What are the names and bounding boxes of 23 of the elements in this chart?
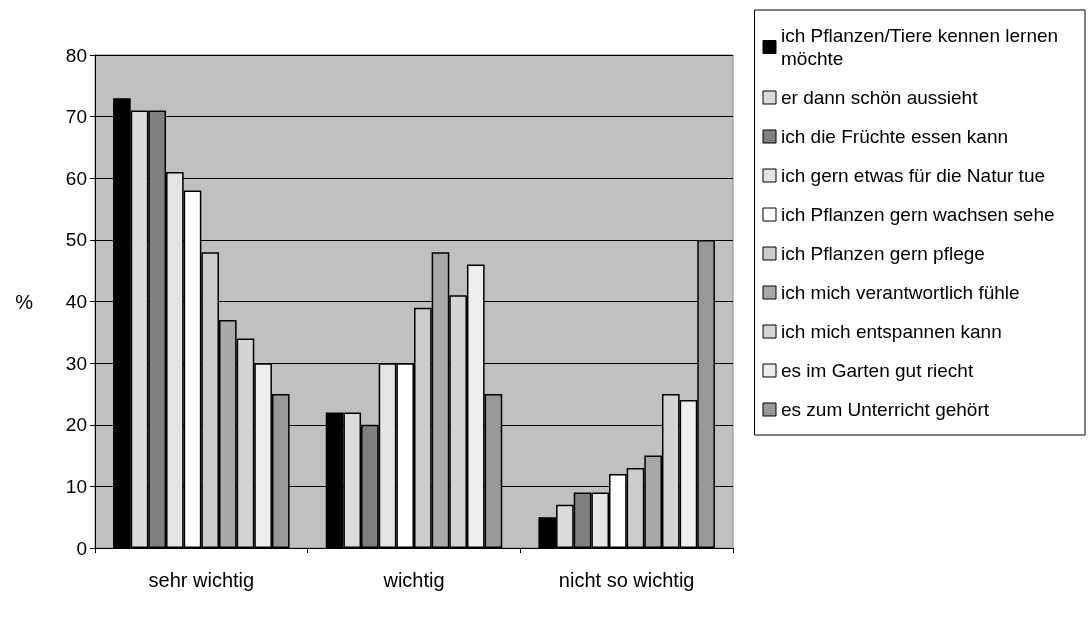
legend-label: ich Pflanzen gern wachsen sehe <box>781 204 1055 225</box>
y-tick-label: 50 <box>65 229 87 251</box>
legend-label: ich Pflanzen gern pflege <box>781 243 985 264</box>
y-tick-label: 30 <box>65 352 87 374</box>
y-tick-label: 40 <box>65 291 87 312</box>
legend-label: ich mich verantwortlich fühle <box>781 282 1020 303</box>
legend-label: es zum Unterricht gehört <box>781 399 990 420</box>
y-tick-label: 20 <box>65 414 87 436</box>
y-tick-label: 80 <box>65 44 87 66</box>
x-tick-label: sehr wichtig <box>148 569 255 591</box>
y-tick-label: 70 <box>65 106 87 128</box>
legend-label: ich Pflanzen/Tiere kennen lernen möchte <box>781 25 1064 69</box>
y-tick-label: 0 <box>76 537 87 559</box>
legend-label: es im Garten gut riecht <box>781 360 974 381</box>
x-tick-label: nicht so wichtig <box>558 569 695 591</box>
y-tick-label: 10 <box>65 475 87 497</box>
legend-label: ich mich entspannen kann <box>781 321 1002 342</box>
x-tick-label: wichtig <box>382 569 445 591</box>
legend-label: ich die Früchte essen kann <box>781 126 1009 147</box>
y-axis-title: % <box>15 290 34 313</box>
legend-label: ich gern etwas für die Natur tue <box>781 165 1046 186</box>
y-tick-label: 60 <box>65 167 87 189</box>
legend-label: er dann schön aussieht <box>781 87 979 108</box>
